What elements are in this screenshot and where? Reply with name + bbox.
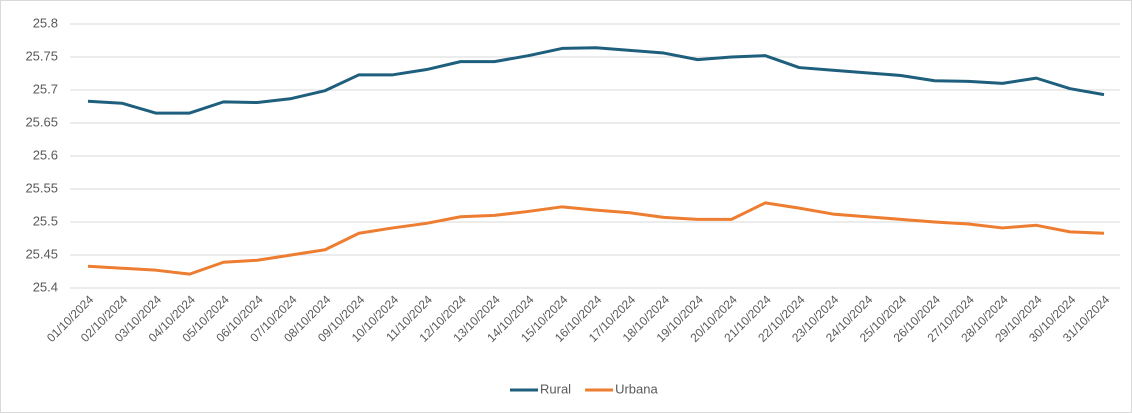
- legend-label: Rural: [540, 381, 571, 396]
- series-line: [87, 46, 1105, 115]
- y-tick-label: 25.7: [33, 81, 58, 96]
- y-tick-label: 25.5: [33, 213, 58, 228]
- legend-label: Urbana: [615, 381, 658, 396]
- y-tick-label: 25.65: [25, 114, 58, 129]
- y-tick-label: 25.75: [25, 48, 58, 63]
- y-tick-label: 25.6: [33, 147, 58, 162]
- y-tick-label: 25.4: [33, 279, 58, 294]
- series-line: [87, 201, 1105, 276]
- y-tick-label: 25.45: [25, 246, 58, 261]
- y-tick-label: 25.8: [33, 15, 58, 30]
- y-tick-label: 25.55: [25, 180, 58, 195]
